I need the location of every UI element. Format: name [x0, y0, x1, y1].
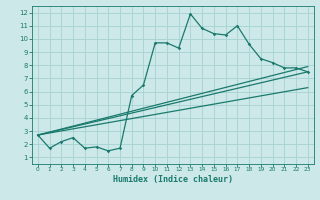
X-axis label: Humidex (Indice chaleur): Humidex (Indice chaleur) [113, 175, 233, 184]
